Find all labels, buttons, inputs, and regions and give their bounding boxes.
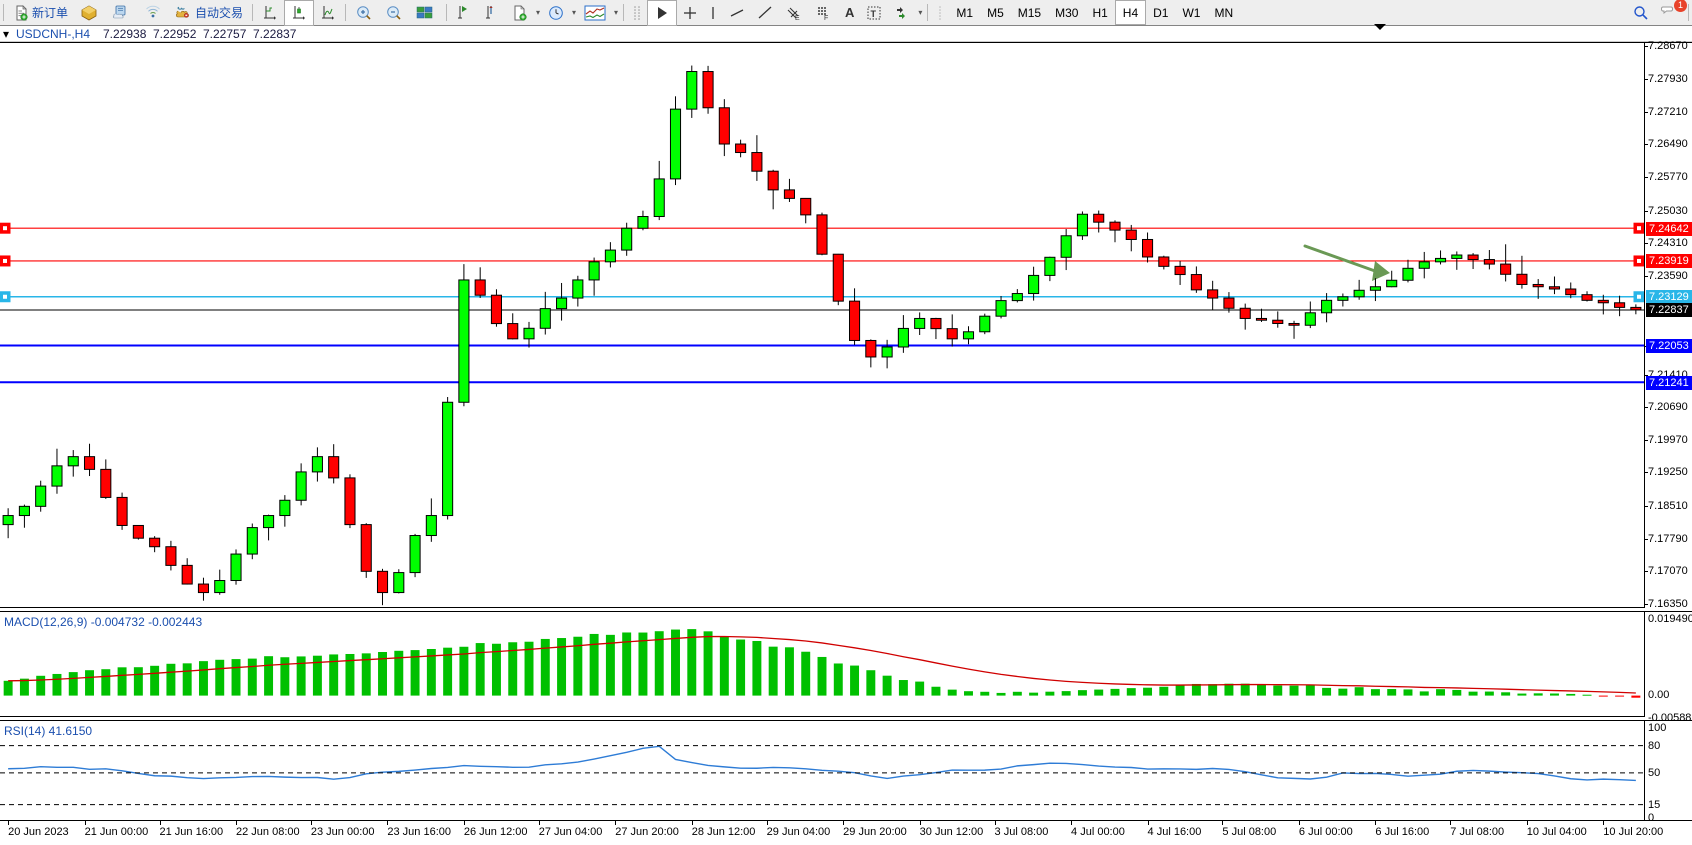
svg-text:E: E bbox=[795, 15, 800, 21]
svg-text:F: F bbox=[824, 15, 828, 21]
svg-text:T: T bbox=[871, 9, 877, 19]
